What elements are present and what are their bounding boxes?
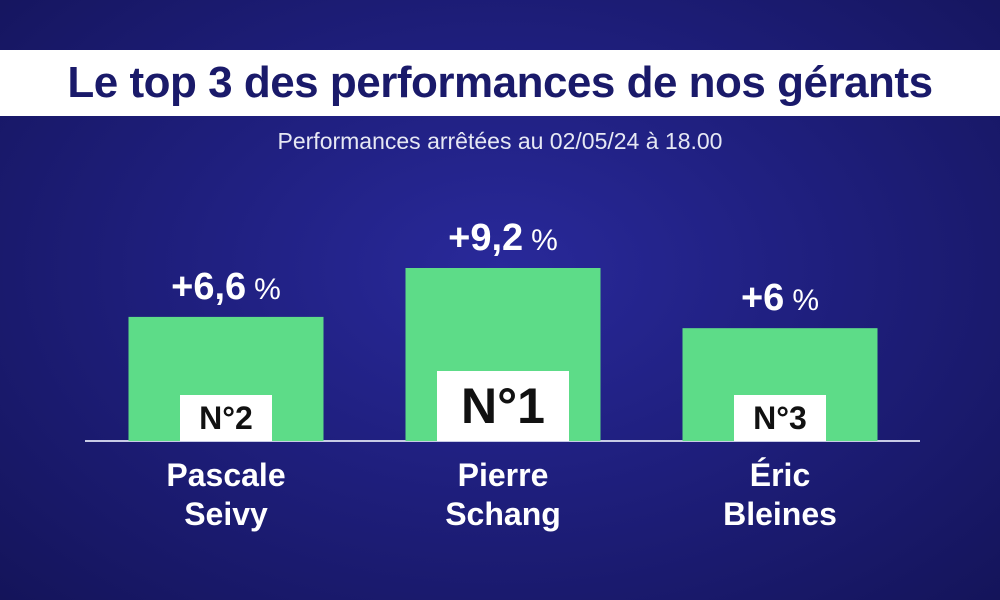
category-label-2-line-2: Schang bbox=[445, 496, 561, 532]
chart-subtitle: Performances arrêtées au 02/05/24 à 18.0… bbox=[277, 128, 723, 154]
rank-label-1: N°2 bbox=[199, 400, 253, 436]
category-label-2-line-1: Pierre bbox=[458, 457, 549, 493]
category-label-3-line-2: Bleines bbox=[723, 496, 837, 532]
data-label-2: +9,2% bbox=[448, 217, 558, 259]
title-band: Le top 3 des performances de nos gérants bbox=[0, 50, 1000, 116]
rank-badge-2 bbox=[437, 371, 569, 441]
data-label-3: +6% bbox=[741, 277, 819, 319]
category-label-1-line-2: Seivy bbox=[184, 496, 268, 532]
data-label-1: +6,6% bbox=[171, 266, 281, 308]
data-label-unit-1: % bbox=[254, 273, 281, 306]
data-label-unit-3: % bbox=[792, 284, 819, 317]
data-label-unit-2: % bbox=[531, 224, 558, 257]
chart-title: Le top 3 des performances de nos gérants bbox=[67, 58, 933, 107]
rank-label-3: N°3 bbox=[753, 400, 807, 436]
data-label-value-3: +6 bbox=[741, 277, 784, 319]
data-label-value-2: +9,2 bbox=[448, 217, 523, 259]
rank-badge-1 bbox=[180, 395, 272, 441]
category-label-1-line-1: Pascale bbox=[166, 457, 285, 493]
rank-label-2: N°1 bbox=[461, 378, 545, 434]
category-label-3-line-1: Éric bbox=[750, 457, 810, 493]
rank-badge-3 bbox=[734, 395, 826, 441]
data-label-value-1: +6,6 bbox=[171, 266, 246, 308]
